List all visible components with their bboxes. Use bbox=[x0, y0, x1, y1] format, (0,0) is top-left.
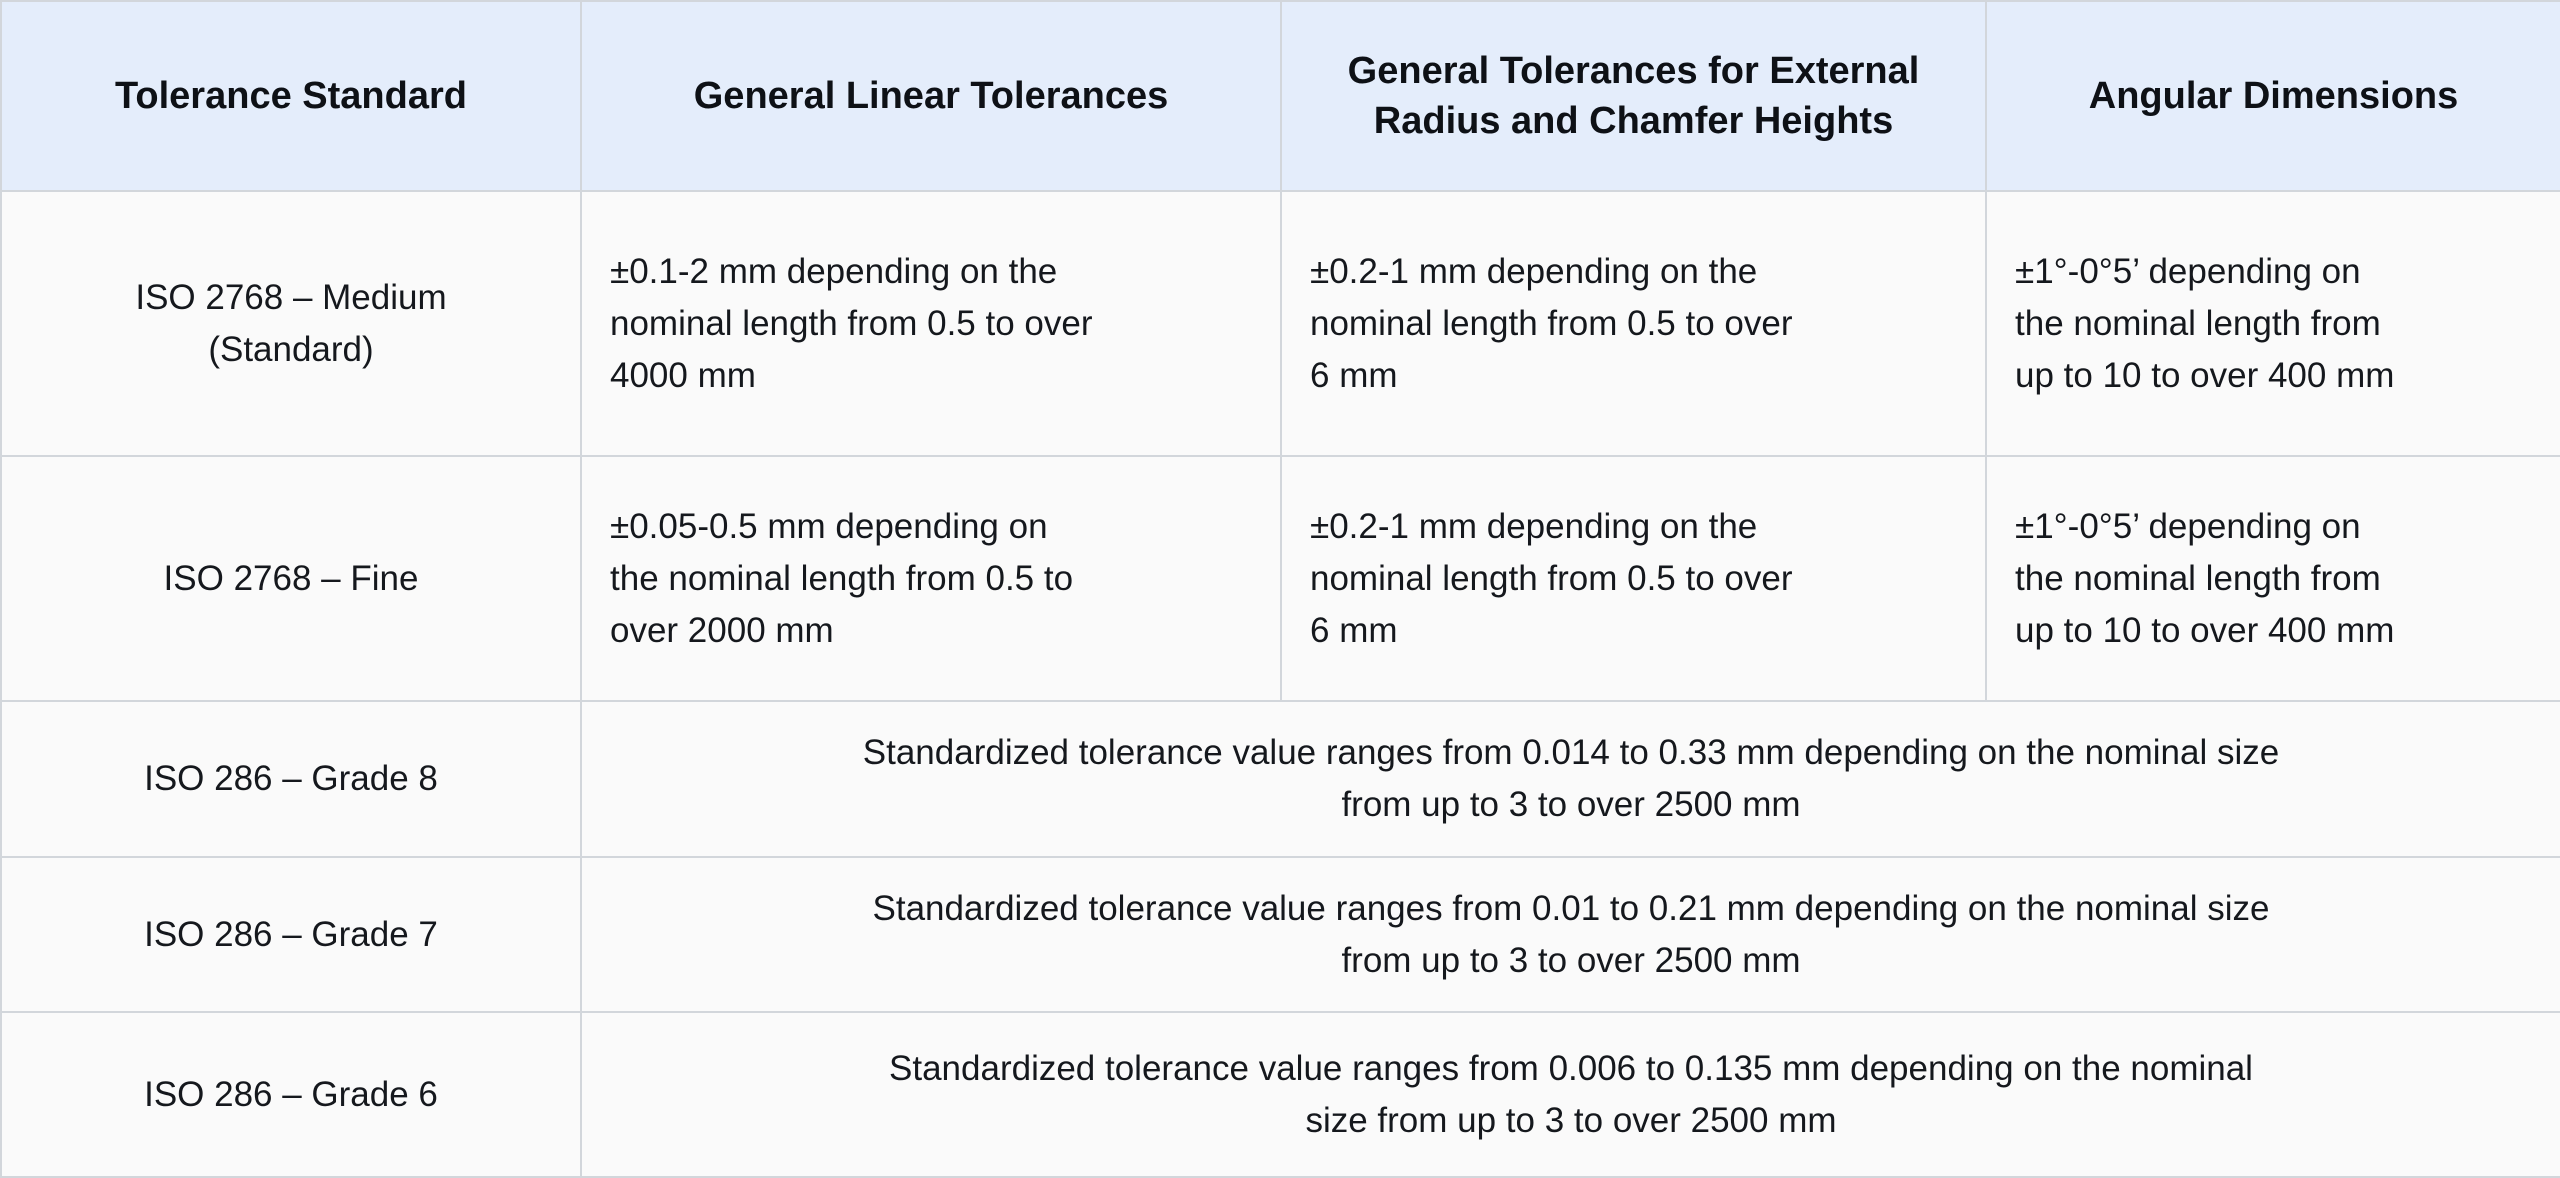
column-header-external-radius-chamfer: General Tolerances for External Radius a… bbox=[1280, 0, 1987, 192]
cell-merged-iso286-grade8: Standardized tolerance value ranges from… bbox=[580, 700, 2560, 858]
table-row: ISO 2768 – Medium (Standard) ±0.1-2 mm d… bbox=[0, 190, 2560, 457]
table-row: ISO 286 – Grade 6 Standardized tolerance… bbox=[0, 1011, 2560, 1178]
cell-standard-iso2768-fine: ISO 2768 – Fine bbox=[0, 455, 582, 702]
cell-standard-iso286-grade8: ISO 286 – Grade 8 bbox=[0, 700, 582, 858]
cell-radius-chamfer-iso2768-fine: ±0.2-1 mm depending on the nominal lengt… bbox=[1280, 455, 1987, 702]
column-header-tolerance-standard: Tolerance Standard bbox=[0, 0, 582, 192]
column-header-general-linear-tolerances: General Linear Tolerances bbox=[580, 0, 1282, 192]
table-row: ISO 286 – Grade 7 Standardized tolerance… bbox=[0, 856, 2560, 1013]
cell-merged-iso286-grade6: Standardized tolerance value ranges from… bbox=[580, 1011, 2560, 1178]
cell-merged-iso286-grade7: Standardized tolerance value ranges from… bbox=[580, 856, 2560, 1013]
cell-standard-iso286-grade6: ISO 286 – Grade 6 bbox=[0, 1011, 582, 1178]
cell-angular-iso2768-medium: ±1°-0°5’ depending on the nominal length… bbox=[1985, 190, 2560, 457]
column-header-angular-dimensions: Angular Dimensions bbox=[1985, 0, 2560, 192]
table-row: ISO 2768 – Fine ±0.05-0.5 mm depending o… bbox=[0, 455, 2560, 702]
cell-standard-iso286-grade7: ISO 286 – Grade 7 bbox=[0, 856, 582, 1013]
cell-linear-tolerance-iso2768-fine: ±0.05-0.5 mm depending on the nominal le… bbox=[580, 455, 1282, 702]
table-header-row: Tolerance Standard General Linear Tolera… bbox=[0, 0, 2560, 192]
cell-angular-iso2768-fine: ±1°-0°5’ depending on the nominal length… bbox=[1985, 455, 2560, 702]
cell-radius-chamfer-iso2768-medium: ±0.2-1 mm depending on the nominal lengt… bbox=[1280, 190, 1987, 457]
cell-standard-iso2768-medium: ISO 2768 – Medium (Standard) bbox=[0, 190, 582, 457]
table-row: ISO 286 – Grade 8 Standardized tolerance… bbox=[0, 700, 2560, 858]
cell-linear-tolerance-iso2768-medium: ±0.1-2 mm depending on the nominal lengt… bbox=[580, 190, 1282, 457]
